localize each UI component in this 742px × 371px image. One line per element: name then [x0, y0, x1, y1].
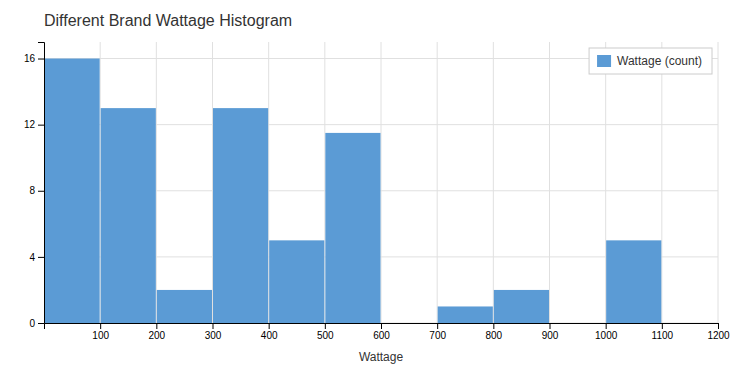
x-tick-mark — [325, 323, 326, 329]
x-tick-label: 1000 — [595, 330, 618, 341]
chart: 100 200 300 400 500 600 700 800 900 1000 1100 1200 0… — [0, 0, 742, 371]
x-tick-mark — [213, 323, 214, 329]
y-tick-label: 16 — [24, 53, 36, 64]
x-tick-label: 100 — [92, 330, 109, 341]
bar — [325, 133, 380, 323]
grid-line-x — [324, 42, 325, 323]
plot-area: 100 200 300 400 500 600 700 800 900 1000 1100 1200 0… — [24, 42, 730, 341]
y-tick-mark — [38, 125, 44, 126]
grid-line-x — [268, 42, 269, 323]
x-tick-mark — [156, 323, 157, 329]
grid-line-x — [212, 42, 213, 323]
y-tick-mark — [38, 257, 44, 258]
grid-line-x — [549, 42, 550, 323]
x-tick-label: 900 — [542, 330, 559, 341]
legend: Wattage (count) — [589, 48, 712, 74]
x-tick-label: 1100 — [652, 330, 674, 341]
grid-line-x — [381, 42, 382, 323]
bar — [494, 290, 549, 323]
y-tick-label: 0 — [29, 318, 35, 329]
title: Different Brand Wattage Histogram — [44, 12, 292, 29]
x-tick-mark — [381, 323, 382, 329]
legend-swatch — [597, 55, 611, 67]
x-tick-label: 600 — [373, 330, 390, 341]
y-tick-label: 12 — [24, 119, 36, 130]
y-tick-mark — [38, 59, 44, 60]
legend-box — [589, 48, 712, 74]
bar — [101, 108, 156, 323]
y-tick: 0 — [29, 318, 44, 329]
x-tick-mark — [662, 323, 663, 329]
x-tick-mark — [437, 323, 438, 329]
x-tick: 1100 — [652, 323, 674, 341]
bar — [550, 323, 605, 324]
x-tick: 900 — [542, 323, 559, 341]
legend-item: Wattage (count) — [597, 54, 702, 68]
x-tick: 700 — [429, 323, 446, 341]
x-axis-title: Wattage — [359, 350, 404, 364]
bar — [662, 323, 717, 324]
x-tick-label: 200 — [148, 330, 165, 341]
x-axis: 100 200 300 400 500 600 700 800 900 1000 1100 1200 — [45, 323, 731, 341]
x-tick: 100 — [92, 323, 109, 341]
y-tick: 12 — [24, 119, 44, 130]
legend-label: Wattage (count) — [617, 54, 702, 68]
y-tick-mark — [38, 191, 44, 192]
grid-line-x — [100, 42, 101, 323]
x-tick: 1200 — [707, 323, 730, 341]
x-tick: 800 — [485, 323, 502, 341]
x-tick-label: 800 — [485, 330, 502, 341]
grid-line-x — [156, 42, 157, 323]
x-tick-mark — [269, 323, 270, 329]
x-tick: 400 — [261, 323, 278, 341]
x-tick-mark — [606, 323, 607, 329]
bars — [45, 59, 662, 323]
y-tick: 8 — [29, 185, 44, 196]
y-axis-line — [38, 43, 45, 324]
y-tick: 4 — [29, 252, 44, 263]
x-tick-mark — [718, 323, 719, 329]
bar — [606, 240, 661, 323]
x-tick-label: 1200 — [707, 330, 730, 341]
x-tick-mark — [493, 323, 494, 329]
grid-line-x — [605, 42, 606, 323]
x-tick-label: 400 — [261, 330, 278, 341]
x-tick: 600 — [373, 323, 390, 341]
bar — [269, 240, 324, 323]
x-tick-label: 300 — [205, 330, 222, 341]
grid-line-x — [493, 42, 494, 323]
x-tick: 300 — [205, 323, 222, 341]
bar — [438, 306, 493, 323]
y-tick: 16 — [24, 53, 44, 64]
grid-line-x — [437, 42, 438, 323]
x-tick-label: 500 — [317, 330, 334, 341]
bar — [157, 290, 212, 323]
y-axis: 0 4 8 12 16 — [24, 43, 45, 329]
x-tick-label: 700 — [429, 330, 446, 341]
x-tick-mark — [550, 323, 551, 329]
x-axis-line — [45, 324, 719, 330]
grid-line-x — [718, 42, 719, 323]
bar — [45, 59, 100, 323]
x-tick: 1000 — [595, 323, 618, 341]
grid-line-x — [661, 42, 662, 323]
x-tick: 200 — [148, 323, 165, 341]
x-tick-mark — [100, 323, 101, 329]
y-tick-label: 8 — [29, 185, 35, 196]
y-tick-mark — [38, 323, 44, 324]
bar — [382, 323, 437, 324]
y-tick-label: 4 — [29, 252, 35, 263]
x-tick: 500 — [317, 323, 334, 341]
grid — [44, 42, 718, 323]
bar — [213, 108, 268, 323]
